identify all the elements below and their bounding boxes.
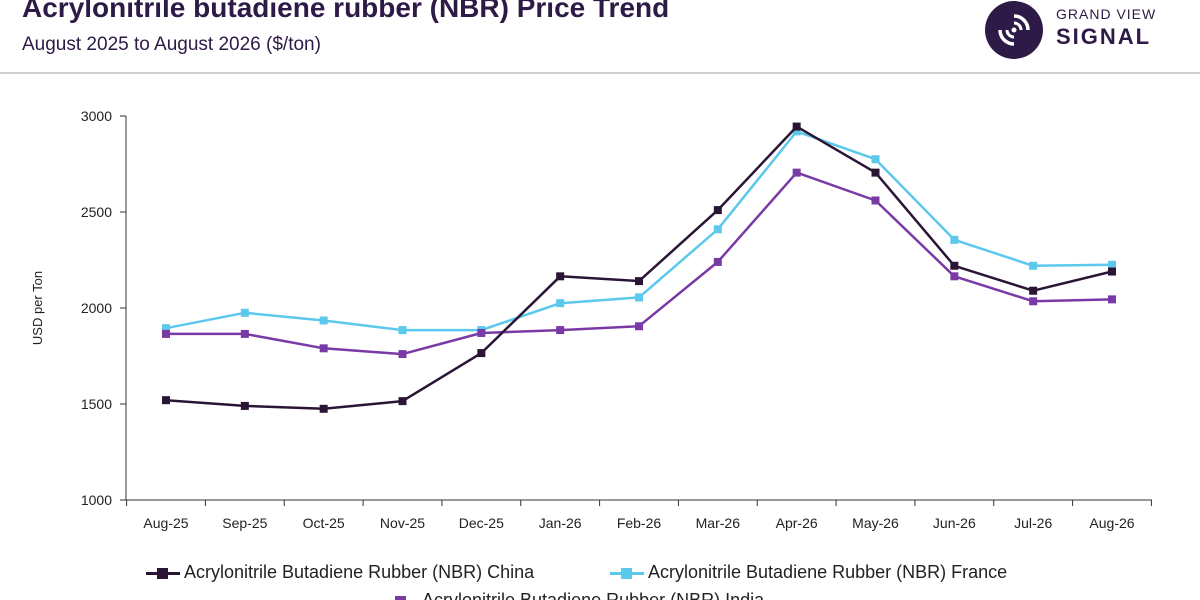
legend-swatch	[384, 596, 418, 600]
x-tick-label: Oct-25	[303, 515, 345, 531]
data-point	[240, 401, 249, 410]
data-point	[556, 299, 565, 308]
x-tick-label: Aug-25	[143, 515, 188, 531]
data-point	[398, 326, 407, 335]
legend-swatch-marker	[395, 596, 406, 600]
legend-swatch	[610, 568, 644, 580]
signal-logo-icon	[985, 1, 1043, 59]
data-point	[871, 155, 880, 164]
line-chart: 1000 1500 2000 2500 3000 Aug-25 Sep-25 Oct-25 No…	[30, 108, 1152, 531]
data-point	[1108, 267, 1116, 276]
data-point	[319, 404, 328, 413]
data-point	[1108, 295, 1116, 304]
data-point	[792, 168, 801, 177]
x-tick-label: Jul-26	[1014, 515, 1052, 531]
data-point	[240, 329, 249, 338]
y-axis-title: USD per Ton	[30, 271, 45, 345]
header-divider	[0, 72, 1200, 74]
legend-label: Acrylonitrile Butadiene Rubber (NBR) Fra…	[648, 562, 1008, 582]
y-tick-label: 1500	[81, 396, 112, 412]
y-tick-label: 1000	[81, 492, 112, 508]
y-tick-label: 2000	[81, 300, 112, 316]
data-point	[871, 168, 880, 177]
x-tick-label: May-26	[852, 515, 899, 531]
data-point	[162, 324, 170, 333]
data-point	[319, 316, 328, 325]
x-tick-label: Mar-26	[696, 515, 741, 531]
data-point	[1029, 261, 1038, 270]
data-point	[1108, 260, 1116, 269]
x-tick-label: Jun-26	[933, 515, 976, 531]
x-tick-label: Jan-26	[539, 515, 582, 531]
chart-title: Acrylonitrile butadiene rubber (NBR) Pri…	[22, 0, 670, 23]
data-point	[1029, 297, 1038, 306]
data-point	[792, 122, 801, 131]
legend-swatch-marker	[157, 568, 168, 579]
chart-legend: Acrylonitrile Butadiene Rubber (NBR) Chi…	[0, 560, 1200, 600]
data-point	[240, 308, 249, 317]
data-point	[477, 328, 486, 337]
x-tick-label: Dec-25	[459, 515, 504, 531]
series-line	[165, 125, 1113, 411]
y-tick-label: 3000	[81, 108, 112, 124]
data-point	[1029, 286, 1038, 295]
data-point	[792, 127, 801, 136]
x-tick-label: Sep-25	[222, 515, 267, 531]
data-point	[713, 225, 722, 234]
data-point	[319, 344, 328, 353]
data-point	[950, 235, 959, 244]
legend-swatch	[146, 568, 180, 580]
x-tick-label: Nov-25	[380, 515, 425, 531]
data-point	[556, 272, 565, 281]
y-tick-label: 2500	[81, 204, 112, 220]
legend-swatch-marker	[621, 568, 632, 579]
data-point	[556, 326, 565, 335]
data-point	[635, 322, 643, 331]
x-tick-label: Aug-26	[1089, 515, 1134, 531]
brand-name-line1: GRAND VIEW	[1056, 6, 1157, 22]
data-point	[950, 261, 959, 270]
x-tick-label: Feb-26	[617, 515, 662, 531]
data-point	[871, 196, 880, 205]
brand-name-line2: SIGNAL	[1056, 24, 1152, 49]
x-tick-label: Apr-26	[776, 515, 818, 531]
data-point	[713, 206, 722, 215]
data-point	[162, 329, 170, 338]
data-point	[635, 277, 643, 286]
brand-logo: GRAND VIEW SIGNAL	[984, 0, 1184, 60]
data-point	[635, 293, 643, 302]
legend-label: Acrylonitrile Butadiene Rubber (NBR) Chi…	[184, 562, 535, 582]
data-point	[398, 397, 407, 406]
data-point	[477, 349, 486, 358]
data-point	[398, 350, 407, 359]
chart-subtitle: August 2025 to August 2026 ($/ton)	[22, 34, 321, 55]
data-point	[162, 396, 170, 405]
data-point	[950, 272, 959, 281]
legend-label: Acrylonitrile Butadiene Rubber (NBR) Ind…	[422, 590, 765, 600]
data-point	[713, 257, 722, 266]
